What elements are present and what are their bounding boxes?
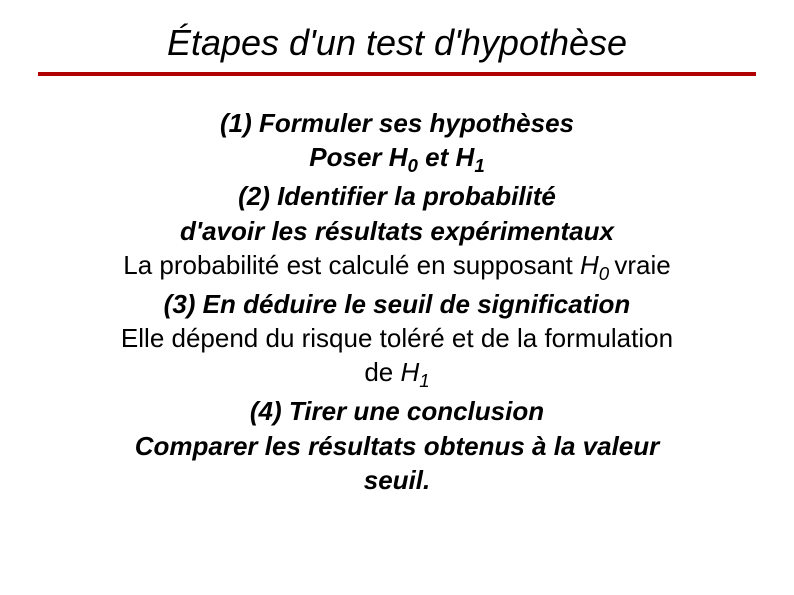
h1-subscript: 1: [474, 156, 484, 177]
h1-subscript-2: 1: [419, 371, 429, 392]
slide: Étapes d'un test d'hypothèse (1) Formule…: [0, 0, 794, 595]
step-2: (2) Identifier la probabilité: [40, 179, 754, 213]
h0-subscript-2: 0: [599, 263, 615, 284]
step-2-note: La probabilité est calculé en supposant …: [40, 248, 754, 287]
vraie-text: vraie: [614, 250, 670, 280]
step-3-note-a: Elle dépend du risque toléré et de la fo…: [40, 321, 754, 355]
de-text: de: [364, 357, 400, 387]
step-4-detail-a: Comparer les résultats obtenus à la vale…: [40, 429, 754, 463]
h0-symbol: H: [389, 142, 408, 172]
slide-title: Étapes d'un test d'hypothèse: [0, 0, 794, 70]
step-4-detail-b: seuil.: [40, 463, 754, 497]
step-3-note-b: de H1: [40, 355, 754, 394]
step-3: (3) En déduire le seuil de signification: [40, 287, 754, 321]
h0-subscript: 0: [408, 156, 418, 177]
prob-prefix: La probabilité est calculé en supposant: [123, 250, 580, 280]
step-2-detail: d'avoir les résultats expérimentaux: [40, 214, 754, 248]
h1-symbol-2: H: [400, 357, 419, 387]
step-1-detail: Poser H0 et H1: [40, 140, 754, 179]
poser-prefix: Poser: [309, 142, 389, 172]
h0-symbol-2: H: [580, 250, 599, 280]
slide-body: (1) Formuler ses hypothèses Poser H0 et …: [0, 76, 794, 497]
h1-symbol: H: [456, 142, 475, 172]
et-text: et: [418, 142, 456, 172]
step-1: (1) Formuler ses hypothèses: [40, 106, 754, 140]
step-4: (4) Tirer une conclusion: [40, 394, 754, 428]
